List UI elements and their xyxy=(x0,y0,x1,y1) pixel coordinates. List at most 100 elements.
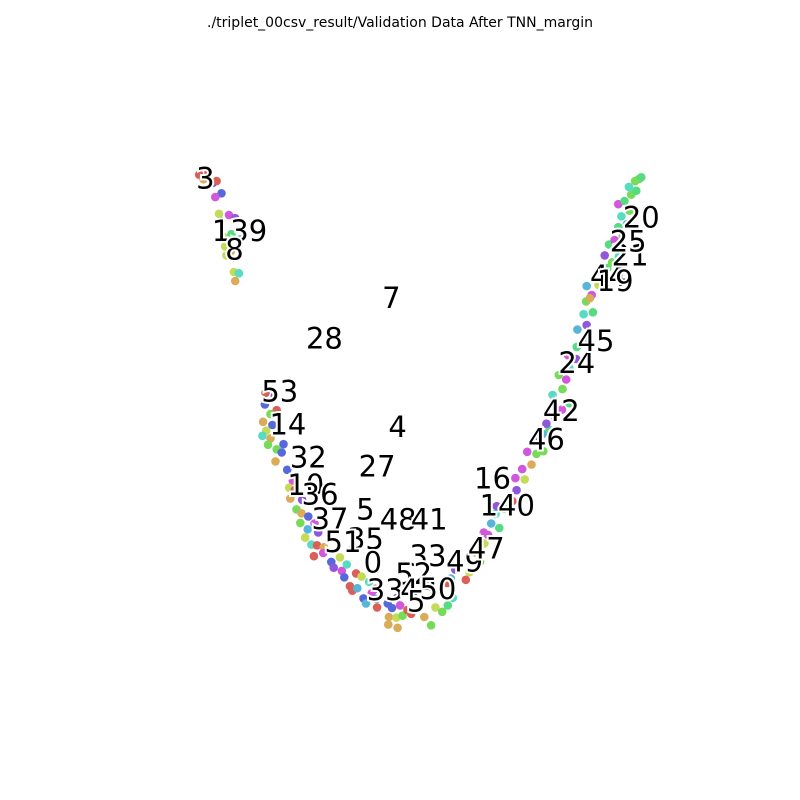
data-point-102 xyxy=(499,504,509,514)
data-point-3 xyxy=(199,174,208,184)
data-point-29 xyxy=(258,431,267,441)
data-point-21 xyxy=(270,391,280,401)
data-point-13 xyxy=(235,235,245,244)
data-point-92 xyxy=(461,575,471,585)
data-point-74 xyxy=(387,603,397,613)
data-point-47 xyxy=(313,528,323,537)
data-point-95 xyxy=(472,548,481,558)
data-point-140 xyxy=(607,258,617,267)
data-point-81 xyxy=(420,612,429,622)
data-point-146 xyxy=(614,222,623,232)
data-point-93 xyxy=(465,567,474,577)
data-point-104 xyxy=(508,496,517,506)
cluster-label-22: 43 xyxy=(400,573,437,607)
data-point-40 xyxy=(297,495,307,505)
cluster-label-32: 45 xyxy=(578,324,615,358)
data-point-110 xyxy=(532,449,541,459)
data-point-147 xyxy=(622,219,632,229)
cluster-label-33: 44 xyxy=(590,259,627,293)
data-point-48 xyxy=(300,533,310,542)
data-point-142 xyxy=(614,252,624,261)
data-point-118 xyxy=(557,405,567,414)
points-layer xyxy=(194,167,646,633)
data-point-56 xyxy=(335,553,345,562)
data-point-78 xyxy=(398,611,407,620)
data-point-96 xyxy=(480,539,489,548)
data-point-114 xyxy=(538,429,547,439)
data-point-121 xyxy=(558,384,567,394)
data-point-106 xyxy=(520,475,529,484)
data-point-52 xyxy=(309,551,319,561)
data-point-5 xyxy=(217,189,226,198)
data-point-12 xyxy=(227,229,236,239)
data-point-101 xyxy=(491,509,500,519)
data-point-100 xyxy=(486,519,496,528)
data-point-141 xyxy=(600,251,609,260)
cluster-label-30: 42 xyxy=(543,394,580,428)
data-point-45 xyxy=(310,519,319,528)
cluster-label-35: 21 xyxy=(612,238,649,272)
cluster-label-6: 14 xyxy=(269,407,306,441)
data-point-26 xyxy=(268,420,277,430)
data-point-34 xyxy=(271,457,280,466)
data-point-84 xyxy=(426,621,436,630)
data-point-145 xyxy=(618,231,627,241)
cluster-label-5: 53 xyxy=(261,375,298,409)
data-point-120 xyxy=(548,390,557,400)
data-point-123 xyxy=(554,370,564,380)
data-point-46 xyxy=(303,525,313,534)
data-point-130 xyxy=(582,320,591,330)
data-point-91 xyxy=(451,565,460,574)
data-point-22 xyxy=(260,400,270,409)
data-point-125 xyxy=(571,354,581,364)
cluster-label-24: 5 xyxy=(407,585,425,619)
cluster-label-16: 35 xyxy=(347,522,384,556)
data-point-153 xyxy=(632,186,641,195)
data-point-71 xyxy=(372,603,382,612)
cluster-label-13: 37 xyxy=(312,502,349,536)
cluster-label-10: 10 xyxy=(287,468,324,502)
data-point-76 xyxy=(384,612,394,622)
cluster-label-29: 46 xyxy=(528,423,565,457)
cluster-label-7: 4 xyxy=(388,410,406,444)
data-point-105 xyxy=(512,485,521,495)
data-point-10 xyxy=(216,216,226,226)
cluster-label-4: 28 xyxy=(306,322,343,356)
data-point-31 xyxy=(263,440,273,450)
cluster-label-34: 19 xyxy=(597,264,634,298)
cluster-label-2: 8 xyxy=(225,233,243,267)
cluster-label-12: 5 xyxy=(356,492,374,526)
data-point-157 xyxy=(637,173,646,182)
data-point-65 xyxy=(364,577,374,587)
data-point-99 xyxy=(479,528,489,537)
data-point-23 xyxy=(272,405,282,415)
data-point-131 xyxy=(579,309,588,319)
data-point-24 xyxy=(266,409,275,419)
cluster-label-18: 33 xyxy=(410,539,447,573)
data-point-136 xyxy=(582,281,591,291)
data-point-20 xyxy=(261,388,270,398)
cluster-label-31: 24 xyxy=(558,346,595,380)
cluster-label-3: 7 xyxy=(382,281,400,315)
cluster-label-36: 25 xyxy=(610,224,647,258)
data-point-4 xyxy=(212,176,221,186)
data-point-115 xyxy=(545,425,554,435)
data-point-43 xyxy=(304,512,313,521)
cluster-label-25: 49 xyxy=(446,544,483,578)
cluster-label-0: 3 xyxy=(196,162,214,196)
data-point-25 xyxy=(258,417,268,427)
cluster-label-9: 27 xyxy=(359,450,396,484)
data-point-53 xyxy=(318,548,328,558)
data-point-30 xyxy=(279,439,288,449)
cluster-label-23: 50 xyxy=(419,572,456,606)
data-point-112 xyxy=(539,446,548,456)
data-point-151 xyxy=(620,196,629,206)
cluster-label-11: 36 xyxy=(302,478,339,512)
data-point-33 xyxy=(277,448,287,457)
data-point-64 xyxy=(357,572,366,581)
data-point-18 xyxy=(234,269,244,278)
cluster-label-27: 140 xyxy=(480,489,535,523)
cluster-label-37: 20 xyxy=(623,201,660,235)
data-point-39 xyxy=(286,494,295,503)
